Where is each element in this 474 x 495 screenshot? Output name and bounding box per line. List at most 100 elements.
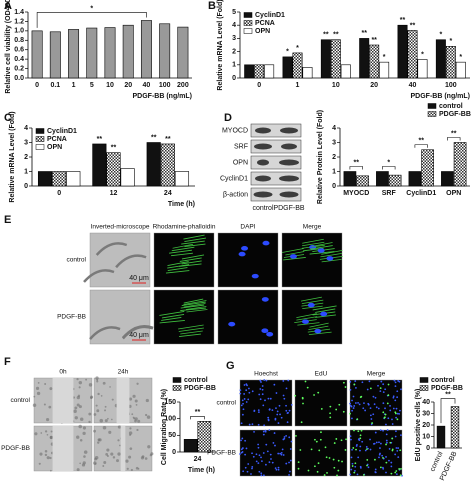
y-tick-label: 0 xyxy=(332,183,336,190)
row-label: PDGF-BB xyxy=(1,445,30,452)
y-tick-label: 1.2 xyxy=(14,18,24,25)
nucleus xyxy=(301,319,309,324)
nucleus xyxy=(382,466,384,469)
nucleus xyxy=(388,459,390,462)
edu-nucleus xyxy=(386,402,389,405)
nucleus xyxy=(273,383,276,386)
legend-label: PDGF-BB xyxy=(439,111,471,118)
cell-texture xyxy=(103,461,107,465)
cell-texture xyxy=(34,432,38,436)
nucleus xyxy=(380,442,382,445)
nucleus xyxy=(392,407,395,410)
panel-letter: G xyxy=(226,360,235,372)
bar xyxy=(376,171,389,187)
nucleus xyxy=(350,468,353,471)
cell-texture xyxy=(150,452,154,456)
cell-texture xyxy=(117,452,121,456)
actin-fiber xyxy=(297,322,320,326)
cell-texture xyxy=(128,397,133,401)
x-tick-label: OPN xyxy=(446,190,461,197)
nucleus xyxy=(353,405,356,407)
nucleus xyxy=(323,474,326,476)
nucleus xyxy=(389,404,391,407)
edu-nucleus xyxy=(379,387,382,390)
nucleus xyxy=(344,449,347,451)
nucleus xyxy=(378,441,380,444)
significance-bracket xyxy=(349,166,363,170)
nucleus xyxy=(287,411,289,414)
cell xyxy=(115,254,147,269)
actin-fiber xyxy=(183,298,204,304)
cell-texture xyxy=(105,452,109,456)
edu-nucleus xyxy=(382,456,384,459)
bar xyxy=(455,61,466,79)
x-tick-label: 5 xyxy=(90,82,94,89)
bar xyxy=(174,171,190,187)
nucleus xyxy=(345,438,347,441)
y-tick-label: 4 xyxy=(24,125,28,132)
actin-fiber xyxy=(183,300,207,305)
nucleus xyxy=(391,423,394,425)
y-tick-label: 1.4 xyxy=(14,9,24,16)
nucleus xyxy=(393,379,396,382)
cell-texture xyxy=(128,431,133,435)
actin-fiber xyxy=(321,250,343,255)
x-axis-label: PDGF-BB (ng/mL) xyxy=(411,93,471,100)
nucleus xyxy=(313,394,315,396)
nucleus xyxy=(271,409,274,412)
nucleus xyxy=(276,410,279,413)
y-tick-label: 50 xyxy=(168,432,176,439)
nucleus xyxy=(300,421,303,424)
actin-fiber xyxy=(167,267,188,271)
nucleus xyxy=(265,379,268,382)
nucleus xyxy=(240,451,243,454)
cell-texture xyxy=(126,467,129,470)
cell-texture xyxy=(106,454,109,458)
edu-nucleus xyxy=(360,429,363,432)
row-label: PDGF-BB xyxy=(207,450,236,457)
y-tick-label: 0.4 xyxy=(14,56,24,63)
blot-band xyxy=(280,127,298,134)
actin-fiber xyxy=(169,249,192,254)
actin-fiber xyxy=(321,259,342,263)
bar xyxy=(68,29,80,79)
cell-texture xyxy=(78,386,81,389)
nucleus xyxy=(307,302,315,308)
nucleus xyxy=(351,448,353,451)
actin-fiber xyxy=(183,234,205,240)
nucleus xyxy=(389,409,392,412)
actin-fiber xyxy=(161,317,182,321)
cell-texture xyxy=(93,461,97,465)
x-tick-label: control xyxy=(429,450,444,472)
edu-nucleus xyxy=(360,395,363,398)
nucleus xyxy=(392,395,395,398)
nucleus xyxy=(243,398,246,400)
cell-texture xyxy=(130,468,133,472)
nucleus xyxy=(277,452,280,455)
actin-fiber xyxy=(309,322,329,328)
cell-texture xyxy=(74,406,78,410)
nucleus xyxy=(275,392,278,394)
edu-nucleus xyxy=(382,411,385,414)
nucleus xyxy=(283,397,286,400)
nucleus xyxy=(257,409,260,412)
y-tick-label: 0.0 xyxy=(14,75,24,82)
cell-texture xyxy=(102,381,106,385)
blot-strip xyxy=(250,171,302,186)
nucleus xyxy=(255,460,258,463)
nucleus xyxy=(242,402,244,405)
legend-label: OPN xyxy=(47,144,62,151)
bar xyxy=(417,59,428,79)
legend-swatch xyxy=(243,28,253,34)
nucleus xyxy=(372,395,375,398)
nucleus xyxy=(394,399,397,402)
y-tick-label: 150 xyxy=(164,399,176,406)
nucleus xyxy=(279,452,282,455)
nucleus xyxy=(282,380,285,382)
nucleus xyxy=(239,389,242,392)
panel-letter: B xyxy=(208,0,216,12)
nucleus xyxy=(374,468,377,471)
cell-texture xyxy=(97,392,100,396)
nucleus xyxy=(262,240,270,246)
actin-fiber xyxy=(296,316,318,321)
